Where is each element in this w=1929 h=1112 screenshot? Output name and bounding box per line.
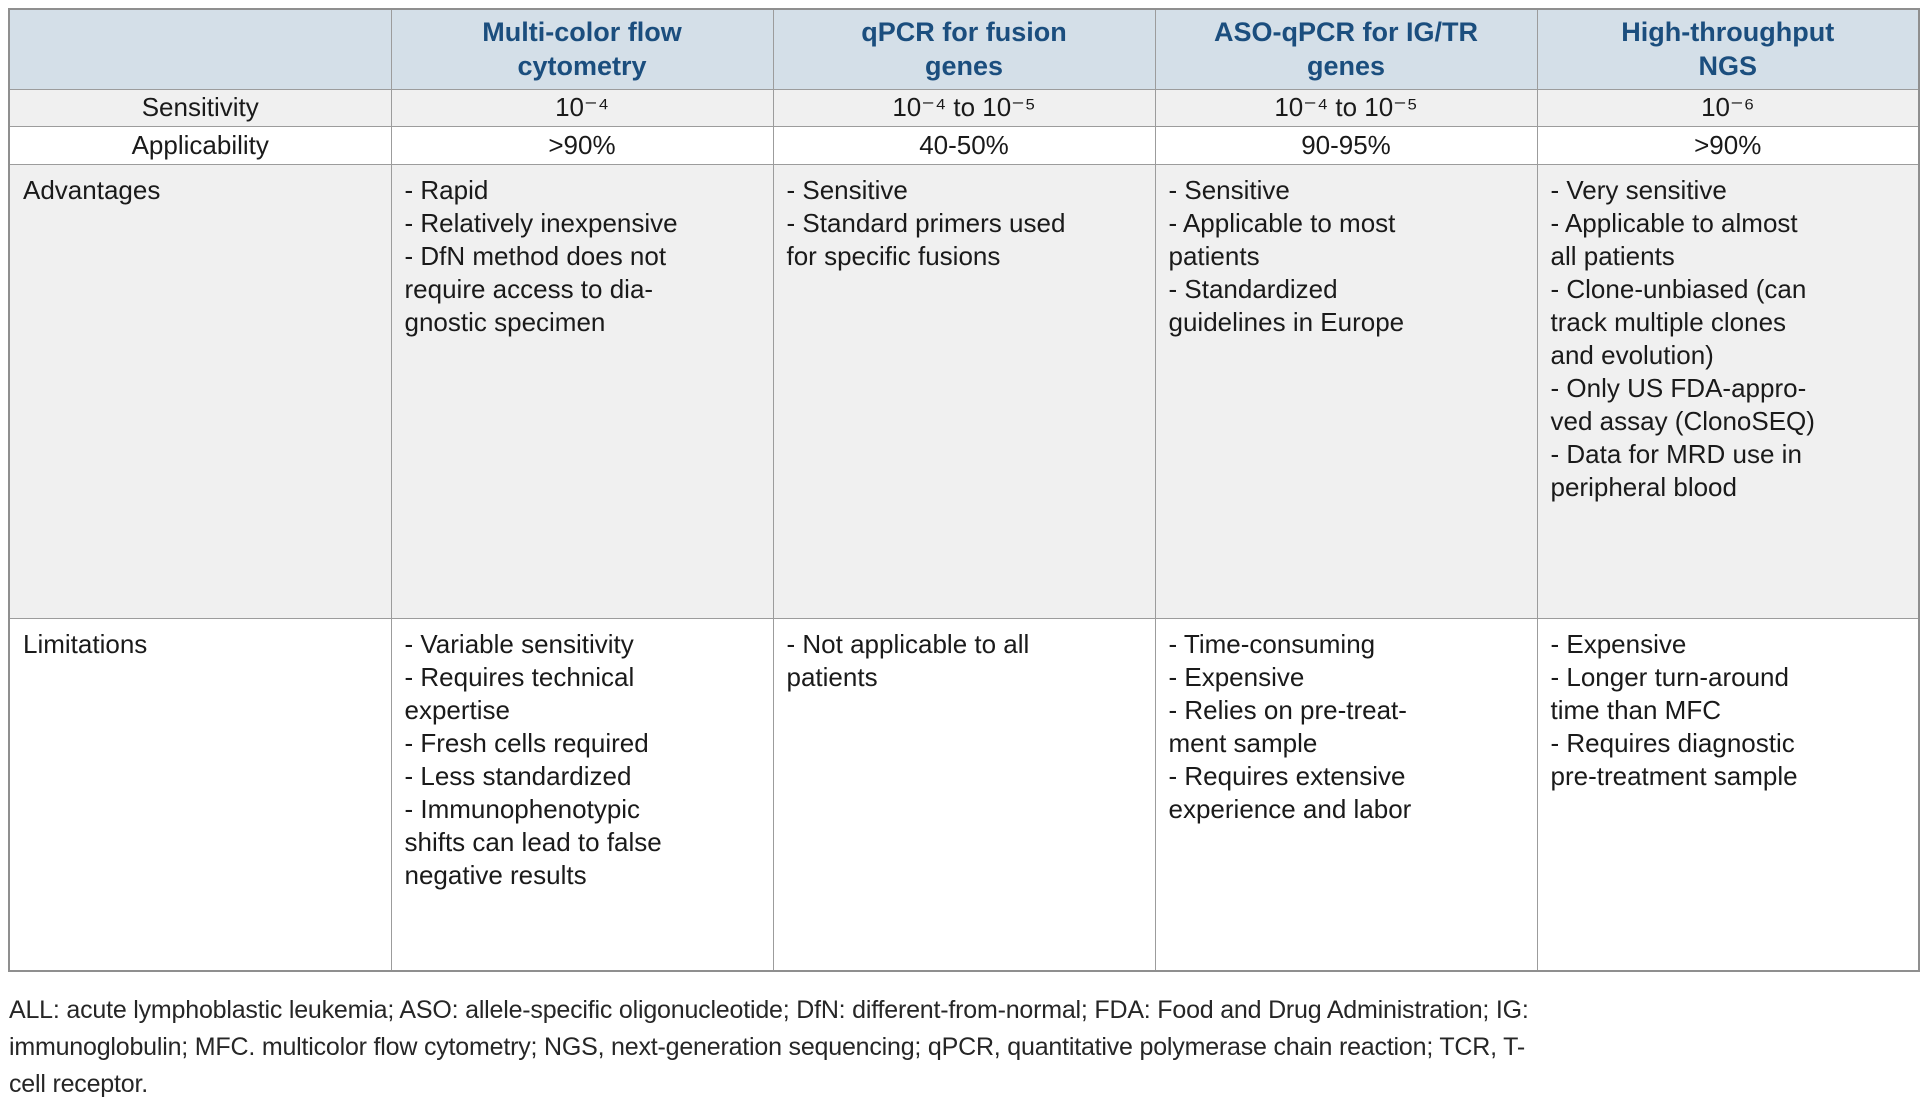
sensitivity-row: Sensitivity 10⁻⁴ 10⁻⁴ to 10⁻⁵ 10⁻⁴ to 10… [8,88,1920,127]
cell-limitations-qpcr: - Not applicable to all patients [772,617,1156,972]
cell-sensitivity-aso-qpcr: 10⁻⁴ to 10⁻⁵ [1154,88,1538,127]
abbreviations-footnote: ALL: acute lymphoblastic leukemia; ASO: … [9,996,1529,1098]
cell-advantages-mfc: - Rapid - Relatively inexpensive - DfN m… [390,163,774,619]
row-label-applicability: Applicability [8,125,392,165]
cell-applicability-aso-qpcr: 90-95% [1154,125,1538,165]
row-label-sensitivity: Sensitivity [8,88,392,127]
cell-limitations-mfc: - Variable sensitivity - Requires techni… [390,617,774,972]
cell-sensitivity-qpcr: 10⁻⁴ to 10⁻⁵ [772,88,1156,127]
applicability-row: Applicability >90% 40-50% 90-95% >90% [8,125,1920,165]
cell-applicability-mfc: >90% [390,125,774,165]
cell-advantages-ngs: - Very sensitive - Applicable to almost … [1536,163,1920,619]
cell-limitations-ngs: - Expensive - Longer turn-around time th… [1536,617,1920,972]
cell-sensitivity-ngs: 10⁻⁶ [1536,88,1920,127]
advantages-row: Advantages - Rapid - Relatively inexpens… [8,163,1920,619]
header-cell-aso-qpcr-ig-tr-genes: ASO-qPCR for IG/TR genes [1154,8,1538,90]
row-label-limitations: Limitations [8,617,392,972]
header-row: Multi-color flow cytometry qPCR for fusi… [8,8,1920,90]
cell-advantages-aso-qpcr: - Sensitive - Applicable to most patient… [1154,163,1538,619]
header-cell-high-throughput-ngs: High-throughput NGS [1536,8,1920,90]
row-label-advantages: Advantages [8,163,392,619]
cell-applicability-ngs: >90% [1536,125,1920,165]
cell-applicability-qpcr: 40-50% [772,125,1156,165]
header-cell-qpcr-fusion-genes: qPCR for fusion genes [772,8,1156,90]
limitations-row: Limitations - Variable sensitivity - Req… [8,617,1920,972]
cell-advantages-qpcr: - Sensitive - Standard primers used for … [772,163,1156,619]
header-corner-cell [8,8,392,90]
cell-limitations-aso-qpcr: - Time-consuming - Expensive - Relies on… [1154,617,1538,972]
cell-sensitivity-mfc: 10⁻⁴ [390,88,774,127]
header-cell-multicolor-flow-cytometry: Multi-color flow cytometry [390,8,774,90]
mrd-methods-comparison-table: Multi-color flow cytometry qPCR for fusi… [8,8,1920,972]
